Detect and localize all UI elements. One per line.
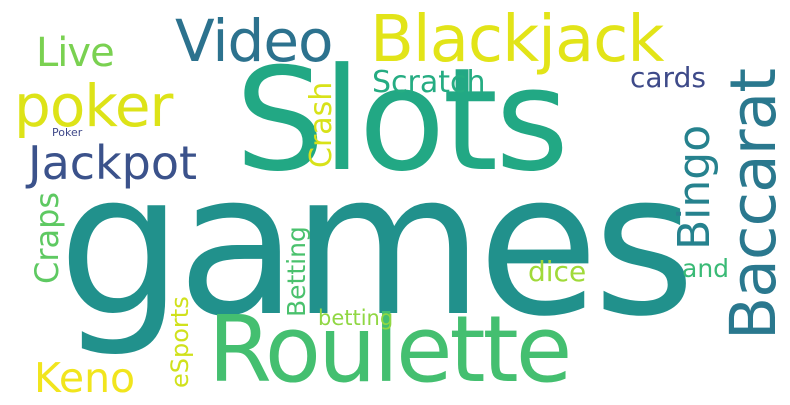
word-slots: Slots: [235, 38, 569, 203]
word-poker-small: Poker: [52, 126, 83, 139]
word-keno: Keno: [34, 354, 136, 402]
word-roulette: Roulette: [208, 296, 572, 403]
word-betting-cap: Betting: [282, 226, 311, 317]
word-games: games: [58, 131, 696, 360]
word-crash: Crash: [304, 81, 339, 168]
word-poker: poker: [14, 72, 173, 140]
word-dice: dice: [528, 255, 587, 288]
word-video: Video: [175, 7, 334, 75]
word-baccarat: Baccarat: [717, 69, 790, 340]
word-live: Live: [36, 30, 115, 76]
word-cards: cards: [630, 61, 706, 94]
word-bingo: Bingo: [669, 124, 720, 250]
word-blackjack: Blackjack: [370, 3, 664, 77]
word-scratch: Scratch: [372, 65, 486, 100]
word-jackpot: Jackpot: [28, 136, 198, 190]
word-and: and: [682, 254, 730, 283]
word-craps: Craps: [28, 191, 66, 284]
word-betting: betting: [318, 306, 394, 330]
word-esports: eSports: [166, 296, 194, 388]
